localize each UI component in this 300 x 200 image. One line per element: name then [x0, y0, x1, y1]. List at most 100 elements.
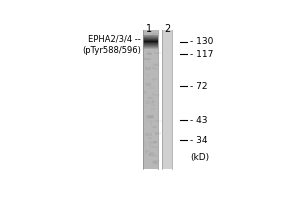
- Text: - 117: - 117: [190, 50, 213, 59]
- Bar: [143, 34, 158, 36]
- Bar: [143, 155, 158, 156]
- Bar: [143, 104, 158, 105]
- Bar: [143, 88, 158, 90]
- Bar: [145, 133, 152, 136]
- Bar: [143, 48, 158, 49]
- Bar: [143, 109, 158, 111]
- Bar: [155, 120, 162, 122]
- Bar: [143, 108, 158, 109]
- Bar: [143, 48, 158, 50]
- Bar: [143, 75, 158, 76]
- Bar: [143, 51, 158, 52]
- Bar: [143, 32, 158, 33]
- Bar: [143, 138, 158, 140]
- Bar: [143, 37, 158, 38]
- Bar: [143, 80, 158, 81]
- Bar: [148, 159, 149, 160]
- Bar: [144, 37, 147, 39]
- Bar: [143, 148, 158, 149]
- Bar: [143, 123, 158, 124]
- Bar: [143, 101, 158, 102]
- Bar: [143, 149, 158, 151]
- Bar: [152, 146, 158, 148]
- Bar: [143, 62, 158, 63]
- Bar: [143, 147, 158, 148]
- Bar: [146, 40, 152, 41]
- Bar: [143, 76, 158, 77]
- Bar: [143, 162, 158, 163]
- Bar: [143, 38, 158, 40]
- Bar: [143, 45, 158, 47]
- Bar: [153, 94, 160, 96]
- Bar: [154, 141, 156, 144]
- Text: 1: 1: [146, 24, 152, 34]
- Bar: [152, 93, 154, 95]
- Bar: [154, 126, 156, 129]
- Bar: [143, 45, 158, 46]
- Bar: [143, 91, 158, 93]
- Bar: [143, 68, 158, 69]
- Bar: [143, 120, 158, 122]
- Bar: [143, 140, 158, 141]
- Text: (pTyr588/596): (pTyr588/596): [82, 46, 141, 55]
- Bar: [152, 78, 157, 80]
- Bar: [143, 142, 158, 144]
- Bar: [143, 59, 158, 61]
- Bar: [143, 115, 158, 116]
- Bar: [143, 130, 158, 131]
- Bar: [143, 81, 158, 83]
- Bar: [152, 100, 154, 103]
- Bar: [145, 101, 150, 104]
- Bar: [150, 101, 155, 104]
- Bar: [143, 52, 158, 54]
- Bar: [143, 95, 158, 97]
- Bar: [143, 40, 158, 41]
- Bar: [143, 106, 158, 108]
- Bar: [150, 117, 152, 118]
- Bar: [143, 42, 158, 43]
- Bar: [143, 119, 158, 120]
- Bar: [154, 161, 159, 164]
- Bar: [143, 163, 158, 165]
- Bar: [143, 137, 158, 138]
- Bar: [152, 126, 157, 128]
- Bar: [143, 35, 158, 36]
- Bar: [145, 150, 147, 154]
- Bar: [143, 145, 158, 147]
- Bar: [162, 30, 172, 169]
- Bar: [143, 112, 158, 113]
- Bar: [153, 79, 155, 82]
- Bar: [152, 67, 154, 69]
- Bar: [143, 117, 158, 119]
- Bar: [143, 66, 158, 68]
- Bar: [143, 40, 158, 41]
- Bar: [143, 63, 158, 65]
- Text: (kD): (kD): [190, 153, 209, 162]
- Bar: [143, 61, 158, 62]
- Text: EPHA2/3/4 --: EPHA2/3/4 --: [88, 34, 141, 43]
- Bar: [144, 33, 150, 35]
- Bar: [143, 86, 158, 87]
- Bar: [155, 132, 161, 135]
- Bar: [143, 65, 158, 66]
- Bar: [143, 43, 158, 44]
- Bar: [152, 63, 160, 66]
- Bar: [143, 50, 158, 51]
- Bar: [147, 53, 152, 55]
- Bar: [143, 69, 158, 70]
- Text: - 72: - 72: [190, 82, 207, 91]
- Bar: [143, 165, 158, 166]
- Bar: [143, 94, 158, 95]
- Bar: [143, 156, 158, 158]
- Bar: [143, 154, 158, 155]
- Bar: [143, 116, 158, 117]
- Bar: [146, 120, 154, 122]
- Bar: [143, 44, 158, 45]
- Bar: [143, 113, 158, 115]
- Bar: [144, 58, 151, 60]
- Bar: [143, 127, 158, 129]
- Bar: [144, 90, 147, 93]
- Bar: [143, 36, 158, 37]
- Bar: [151, 104, 155, 106]
- Bar: [143, 134, 158, 135]
